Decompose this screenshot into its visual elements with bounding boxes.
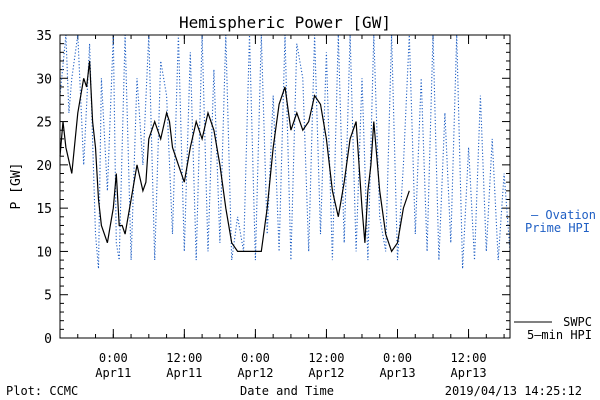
y-tick-label: 35 [36,29,52,44]
y-tick-label: 30 [36,72,52,87]
y-tick-label: 25 [36,116,52,131]
y-tick-label: 20 [36,159,52,174]
x-tick-label-date: Apr13 [450,366,486,380]
x-tick-label-date: Apr11 [95,366,131,380]
x-tick-label-time: 12:00 [166,351,202,365]
y-axis-label: P [GW] [9,163,24,210]
x-axis-label: Date and Time [240,384,334,398]
y-tick-label: 0 [44,332,52,347]
x-tick-label-date: Apr13 [379,366,415,380]
x-tick-label-date: Apr11 [166,366,202,380]
x-tick-label-time: 0:00 [241,351,270,365]
x-tick-label-time: 12:00 [450,351,486,365]
y-tick-label: 10 [36,245,52,260]
series-line-ovation [59,34,511,269]
x-tick-label-date: Apr12 [237,366,273,380]
series-layer [59,34,511,269]
legend-swpc-line1: SWPC [563,315,592,329]
series-line-swpc [59,60,410,253]
x-tick-label-layer: 0:00Apr1112:00Apr110:00Apr1212:00Apr120:… [95,351,486,380]
x-tick-label-time: 12:00 [308,351,344,365]
x-tick-label-date: Apr12 [308,366,344,380]
legend-ovation-line1: — Ovation [531,208,596,222]
legend-swpc-line2: 5–min HPI [527,328,592,342]
legend-ovation-line2: Prime HPI [525,221,590,235]
chart-title: Hemispheric Power [GW] [179,13,391,32]
plot-frame [59,34,511,339]
footer-right: 2019/04/13 14:25:12 [445,384,582,398]
y-tick-label: 5 [44,289,52,304]
x-tick-label-time: 0:00 [99,351,128,365]
footer-left: Plot: CCMC [6,384,78,398]
tick-layer [59,34,510,339]
x-tick-label-time: 0:00 [383,351,412,365]
y-tick-label-layer: 0 5 10 15 20 25 30 35 [36,29,52,347]
y-tick-label: 15 [36,202,52,217]
